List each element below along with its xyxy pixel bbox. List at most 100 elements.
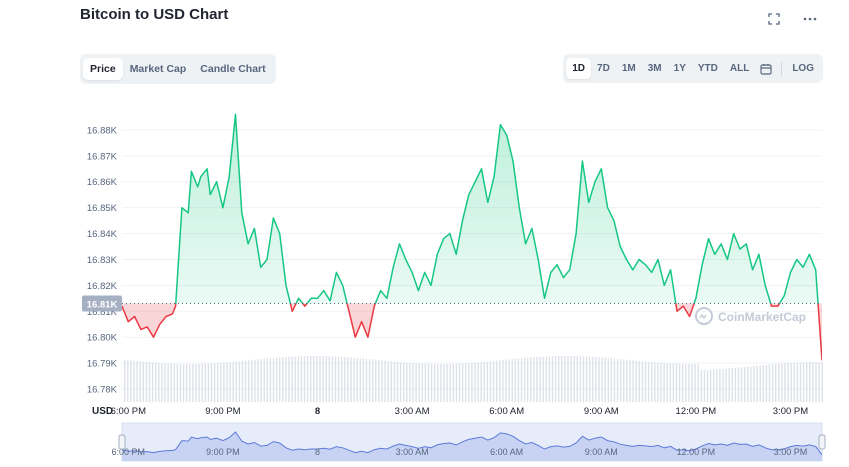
range-7d[interactable]: 7D [597,63,610,74]
volume-bar [523,357,526,402]
volume-bar [700,369,702,402]
volume-bar [235,361,237,402]
volume-bar [359,358,361,402]
volume-bar [719,369,721,402]
volume-bar [604,357,606,402]
volume-bar [353,357,355,402]
volume-bar [316,356,318,402]
volume-bar [514,358,516,402]
volume-bar [446,363,448,402]
fullscreen-icon[interactable] [765,10,783,28]
volume-bar [768,364,771,402]
volume-bar [601,357,603,402]
volume-bar [139,361,141,402]
volume-bar [483,361,485,402]
volume-bar [266,358,268,402]
x-tick-label: 3:00 AM [395,406,430,417]
volume-bar [223,362,225,402]
volume-bar [244,360,247,402]
volume-bar [554,356,557,402]
y-tick-label: 16.85K [87,203,118,214]
volume-bar [372,359,374,402]
volume-bar [303,356,306,402]
volume-bar [694,363,696,402]
volume-bar [527,357,529,402]
range-1d[interactable]: 1D [566,58,592,79]
volume-bar [821,362,823,402]
volume-bar [492,360,495,402]
volume-bar [179,363,182,402]
x-tick-label: 9:00 AM [584,406,619,417]
volume-bar [229,362,231,402]
volume-bar [595,357,597,402]
volume-bar [201,363,203,402]
volume-bar [551,356,554,402]
volume-bar [297,356,299,402]
volume-bar [545,356,547,402]
tab-price[interactable]: Price [83,58,123,80]
volume-bar [440,363,442,402]
volume-bar [771,364,774,402]
volume-bar [706,369,709,402]
volume-bar [390,361,392,402]
y-tick-label: 16.87K [87,151,118,162]
volume-bar [530,357,532,402]
volume-bar [263,358,265,402]
volume-bar [573,356,575,402]
volume-bar [564,356,566,402]
range-ytd[interactable]: YTD [697,63,718,74]
volume-bar [148,362,151,402]
volume-bar [362,358,365,402]
calendar-icon[interactable] [755,63,777,75]
range-3m[interactable]: 3M [647,63,662,74]
range-all[interactable]: ALL [729,63,750,74]
volume-bar [561,356,563,402]
volume-bar [579,356,582,402]
tab-market-cap[interactable]: Market Cap [129,63,187,75]
chart-actions [765,10,819,28]
volume-bar [458,363,461,402]
volume-bar [319,356,321,402]
volume-bar [406,362,408,402]
volume-bar [620,359,622,402]
volume-bar [781,363,783,402]
volume-bar [291,356,293,402]
volume-bar [232,361,234,402]
volume-bar [713,369,715,402]
volume-bar [443,363,445,402]
navigator-tick-label: 9:00 PM [206,447,240,457]
volume-bar [204,363,206,402]
volume-bar [815,362,817,402]
y-tick-label: 16.86K [87,177,118,188]
log-toggle[interactable]: LOG [792,63,814,74]
volume-bar [533,357,535,402]
volume-bar [787,363,789,402]
more-icon[interactable] [801,10,819,28]
volume-bar [155,362,157,402]
navigator-handle-right[interactable] [818,434,826,450]
volume-bar [272,357,275,402]
volume-bar [217,363,219,402]
volume-bar [474,362,476,402]
volume-bar [124,359,126,402]
volume-bar [505,359,507,402]
navigator-area [122,432,822,461]
volume-bar [647,361,650,402]
navigator-handle-left[interactable] [118,434,126,450]
volume-bar [365,358,368,402]
volume-bar [796,362,799,402]
volume-bar [728,368,730,402]
volume-bar [536,357,538,402]
tab-candle-chart[interactable]: Candle Chart [200,63,266,75]
volume-bar [449,363,451,402]
volume-bar [251,360,253,402]
volume-bar [387,361,389,402]
volume-bar [133,360,135,402]
range-1y[interactable]: 1Y [673,63,686,74]
x-tick-label: 12:00 PM [676,406,717,417]
range-1m[interactable]: 1M [621,63,636,74]
volume-bar [412,363,414,402]
navigator-tick-label: 9:00 AM [585,447,618,457]
volume-bar [136,361,138,402]
volume-bar [480,362,482,402]
